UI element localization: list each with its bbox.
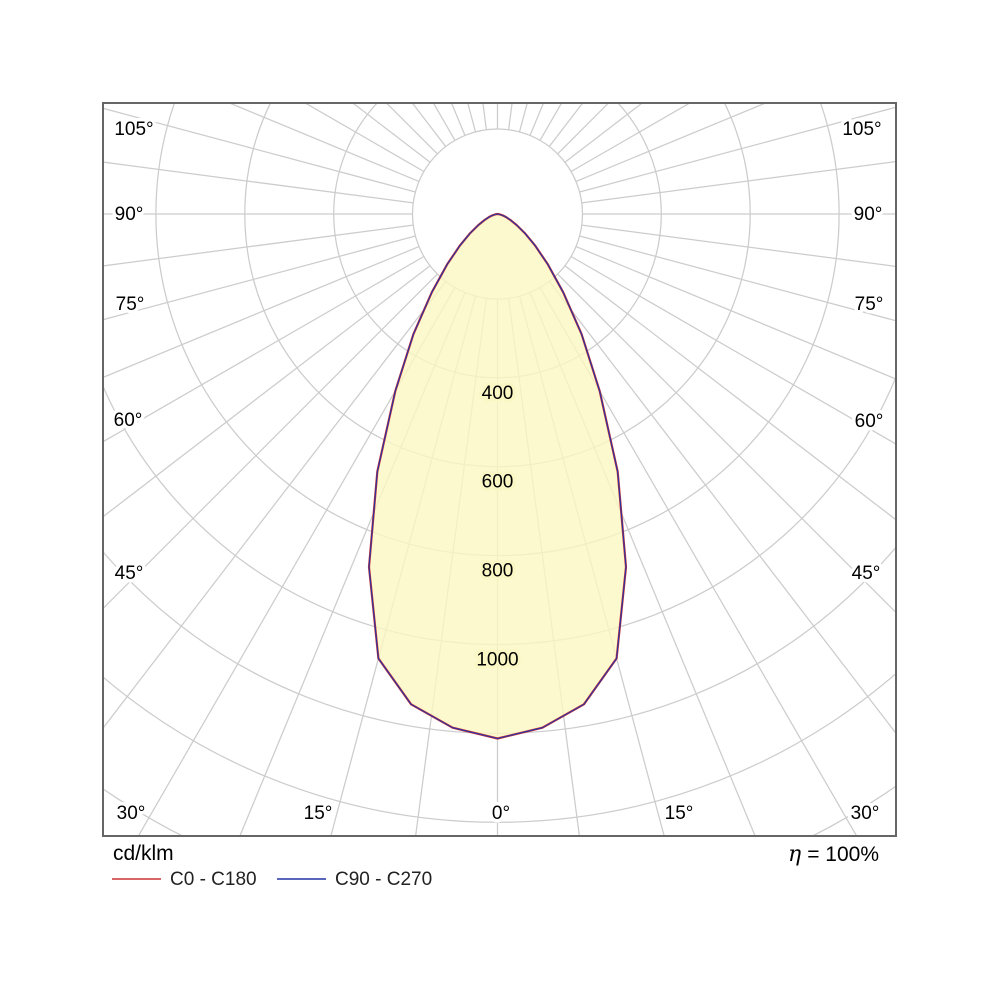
- grid-spoke: [103, 245, 420, 379]
- plot-frame-border: [102, 102, 897, 837]
- angle-label-30deg: 30°: [851, 803, 880, 824]
- angle-label-75deg: 75°: [855, 294, 884, 315]
- angle-label-45deg: 45°: [852, 563, 881, 584]
- grid-spoke: [103, 255, 425, 443]
- angle-label-45deg: 45°: [115, 563, 144, 584]
- grid-spoke: [137, 287, 456, 836]
- eta-symbol: η: [788, 842, 801, 867]
- legend: C0 - C180 C90 - C270: [112, 869, 432, 890]
- grid-spoke: [579, 106, 896, 193]
- beam-fill: [369, 214, 626, 739]
- ring-value-label-800: 800: [482, 561, 514, 582]
- grid-spoke: [579, 235, 896, 322]
- ring-value-label-400: 400: [482, 383, 514, 404]
- grid-spoke: [103, 224, 414, 267]
- angle-label-60deg: 60°: [114, 410, 143, 431]
- grid-spoke: [575, 103, 768, 183]
- grid-spoke: [103, 281, 447, 730]
- radial-tick-labels: 400 600 800 1000: [473, 380, 521, 674]
- beam-outline-c90-c270: [368, 213, 627, 740]
- angle-label-75deg: 75°: [116, 294, 145, 315]
- unit-label: cd/klm: [113, 842, 174, 865]
- efficiency-label: η = 100%: [788, 842, 879, 867]
- grid-spoke: [570, 255, 896, 445]
- angle-label-90deg: 90°: [115, 204, 144, 225]
- angle-label-15deg: 15°: [665, 803, 694, 824]
- beam-curve: [367, 212, 628, 740]
- angle-label-60deg: 60°: [855, 411, 884, 432]
- angle-label-0deg: 0°: [492, 803, 510, 824]
- angle-label-105deg: 105°: [114, 119, 153, 140]
- grid-spoke: [103, 235, 416, 321]
- legend-label-c0-c180: C0 - C180: [170, 869, 257, 890]
- grid-spoke: [548, 281, 896, 735]
- grid-spoke: [103, 265, 431, 518]
- grid-spoke: [103, 273, 438, 610]
- efficiency-value: = 100%: [807, 843, 879, 866]
- angle-label-30deg: 30°: [117, 803, 146, 824]
- grid-spoke: [581, 224, 896, 268]
- grid-spoke: [539, 287, 858, 836]
- grid-spoke: [103, 107, 416, 193]
- angle-label-15deg: 15°: [304, 803, 333, 824]
- legend-label-c90-c270: C90 - C270: [335, 869, 432, 890]
- ring-value-label-600: 600: [482, 472, 514, 493]
- angular-tick-labels: 105° 90° 75° 60° 45° 30° 15° 0° 15° 30° 45° 60° 75° 9…: [110, 116, 887, 828]
- grid-spoke: [564, 265, 896, 521]
- ring-value-label-1000: 1000: [476, 650, 518, 671]
- grid-spoke: [103, 161, 414, 204]
- angle-label-105deg: 105°: [842, 119, 881, 140]
- angle-label-90deg: 90°: [854, 204, 883, 225]
- grid-spoke: [557, 273, 896, 614]
- grid-spoke: [575, 245, 896, 380]
- grid-spoke: [581, 160, 896, 204]
- grid-spoke: [227, 103, 420, 183]
